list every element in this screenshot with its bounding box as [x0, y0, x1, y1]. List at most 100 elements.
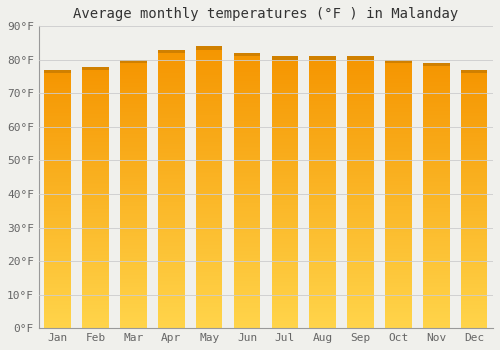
Bar	[310, 105, 336, 107]
Bar	[44, 154, 71, 155]
Bar	[423, 229, 450, 230]
Bar	[461, 280, 487, 282]
Bar	[461, 204, 487, 205]
Bar	[44, 140, 71, 141]
Bar	[272, 240, 298, 241]
Bar	[158, 97, 184, 98]
Bar	[385, 190, 411, 191]
Bar	[158, 86, 184, 88]
Bar	[310, 94, 336, 96]
Bar	[461, 225, 487, 226]
Bar	[82, 313, 109, 314]
Bar	[234, 112, 260, 114]
Bar	[272, 141, 298, 142]
Bar	[82, 203, 109, 204]
Bar	[234, 108, 260, 110]
Bar	[272, 206, 298, 207]
Bar	[385, 262, 411, 264]
Bar	[82, 188, 109, 189]
Bar	[158, 281, 184, 282]
Bar	[385, 285, 411, 287]
Bar	[158, 197, 184, 199]
Bar	[196, 79, 222, 80]
Bar	[423, 143, 450, 144]
Bar	[158, 266, 184, 267]
Bar	[44, 178, 71, 180]
Bar	[272, 133, 298, 134]
Bar	[310, 138, 336, 139]
Bar	[196, 258, 222, 259]
Bar	[82, 180, 109, 182]
Bar	[348, 248, 374, 250]
Bar	[348, 167, 374, 168]
Bar	[310, 284, 336, 285]
Bar	[272, 226, 298, 228]
Bar	[82, 250, 109, 251]
Bar	[385, 118, 411, 119]
Bar	[348, 152, 374, 153]
Bar	[272, 264, 298, 266]
Bar	[82, 148, 109, 149]
Bar	[423, 199, 450, 201]
Bar	[158, 285, 184, 286]
Bar	[82, 310, 109, 311]
Bar	[272, 195, 298, 196]
Bar	[234, 290, 260, 291]
Bar	[196, 238, 222, 239]
Bar	[82, 124, 109, 125]
Bar	[196, 127, 222, 128]
Bar	[385, 186, 411, 187]
Bar	[272, 225, 298, 226]
Bar	[120, 308, 146, 309]
Bar	[310, 290, 336, 292]
Bar	[82, 158, 109, 159]
Bar	[385, 97, 411, 99]
Bar	[272, 56, 298, 58]
Bar	[196, 311, 222, 313]
Bar	[44, 102, 71, 104]
Bar	[234, 140, 260, 141]
Bar	[234, 274, 260, 276]
Bar	[44, 151, 71, 153]
Bar	[423, 271, 450, 273]
Bar	[385, 176, 411, 178]
Bar	[423, 230, 450, 231]
Bar	[234, 145, 260, 147]
Bar	[196, 172, 222, 173]
Bar	[272, 134, 298, 135]
Bar	[120, 124, 146, 126]
Bar	[461, 208, 487, 209]
Bar	[385, 271, 411, 272]
Bar	[196, 283, 222, 285]
Bar	[272, 271, 298, 273]
Bar	[461, 202, 487, 203]
Bar	[44, 118, 71, 119]
Bar	[272, 229, 298, 230]
Bar	[423, 294, 450, 295]
Bar	[272, 89, 298, 90]
Bar	[385, 276, 411, 277]
Bar	[234, 120, 260, 122]
Bar	[44, 270, 71, 271]
Bar	[423, 136, 450, 138]
Bar	[44, 322, 71, 323]
Bar	[385, 162, 411, 163]
Bar	[461, 222, 487, 224]
Bar	[310, 79, 336, 81]
Bar	[234, 177, 260, 178]
Bar	[461, 175, 487, 176]
Bar	[423, 187, 450, 188]
Bar	[234, 129, 260, 130]
Bar	[234, 210, 260, 211]
Bar	[158, 247, 184, 249]
Bar	[82, 98, 109, 99]
Bar	[234, 295, 260, 296]
Bar	[44, 295, 71, 296]
Bar	[120, 166, 146, 167]
Bar	[196, 307, 222, 308]
Bar	[423, 283, 450, 285]
Bar	[385, 253, 411, 254]
Bar	[196, 56, 222, 58]
Bar	[385, 71, 411, 72]
Bar	[348, 153, 374, 154]
